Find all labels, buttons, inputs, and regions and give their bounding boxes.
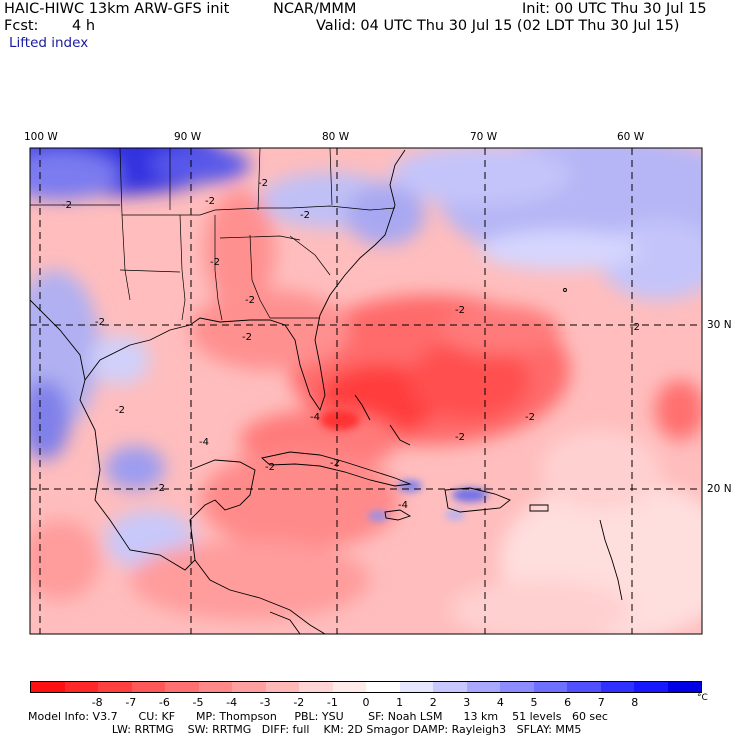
contour-label: -2: [242, 332, 252, 343]
contour-label: -2: [245, 295, 255, 306]
contour-label: -2: [330, 458, 340, 469]
colorbar-swatch: [399, 682, 433, 692]
colorbar-swatch: [567, 682, 601, 692]
colorbar-swatch: [466, 682, 500, 692]
colorbar-swatch: [64, 682, 98, 692]
colorbar-swatch: [533, 682, 567, 692]
colorbar-tick-label: 1: [396, 696, 404, 709]
colorbar-swatch: [232, 682, 266, 692]
contour-label: -2: [300, 210, 310, 221]
org-label: NCAR/MMM: [273, 1, 357, 17]
forecast-hour: 4 h: [72, 18, 96, 34]
colorbar-swatch: [332, 682, 366, 692]
contour-label: -2: [62, 200, 72, 211]
colorbar-swatch: [500, 682, 534, 692]
colorbar-tick-label: -7: [125, 696, 137, 709]
contour-label: -2: [525, 412, 535, 423]
colorbar-swatch: [600, 682, 634, 692]
colorbar-swatch: [265, 682, 299, 692]
colorbar-tick-label: 6: [564, 696, 572, 709]
colorbar-tick-label: 3: [463, 696, 471, 709]
model-info-line-1: Model Info: V3.7 CU: KF MP: Thompson PBL…: [28, 710, 608, 723]
colorbar-tick-label: 8: [631, 696, 639, 709]
colorbar-tick-label: 2: [429, 696, 437, 709]
contour-label: -2: [115, 405, 125, 416]
colorbar-tick-label: -2: [293, 696, 305, 709]
colorbar-tick-label: 4: [496, 696, 504, 709]
shaded-field: [30, 148, 702, 634]
contour-label: -2: [630, 322, 640, 333]
colorbar-tick-label: -6: [158, 696, 170, 709]
colorbar-tick-label: -4: [226, 696, 238, 709]
contour-label: -2: [210, 257, 220, 268]
init-time: Init: 00 UTC Thu 30 Jul 15: [522, 1, 707, 17]
colorbar-swatch: [634, 682, 668, 692]
colorbar-swatch: [366, 682, 400, 692]
colorbar-swatch: [31, 682, 65, 692]
contour-label: -4: [310, 412, 320, 423]
colorbar-tick-label: -5: [192, 696, 204, 709]
colorbar-tick-label: 7: [597, 696, 605, 709]
colorbar-swatch: [165, 682, 199, 692]
contour-label: -2: [205, 196, 215, 207]
lon-label-60w: 60 W: [617, 131, 645, 143]
contour-label: -2: [455, 432, 465, 443]
lon-label-80w: 80 W: [322, 131, 350, 143]
lat-label-30n: 30 N: [707, 319, 732, 331]
forecast-label: Fcst:: [4, 18, 39, 34]
colorbar-swatch: [299, 682, 333, 692]
colorbar-swatch: [98, 682, 132, 692]
coastlines: [30, 149, 623, 634]
state-borders: [30, 148, 396, 321]
colorbar-tick-label: 0: [362, 696, 370, 709]
colorbar-unit: °C: [697, 693, 708, 703]
colorbar-tick-label: 5: [530, 696, 538, 709]
contour-label: -2: [258, 178, 268, 189]
map-frame: [29, 147, 703, 635]
colorbar-tick-label: -8: [91, 696, 103, 709]
colorbar: [30, 681, 702, 693]
contour-labels: -2 -2 -2 -2 -2 -2 -2 -2 -2 -2 -2 -2 -4 -4 -4 -2 -2 -2 -2: [62, 178, 640, 511]
model-info-line-2: LW: RRTMG SW: RRTMG DIFF: full KM: 2D Sm…: [28, 723, 582, 736]
lon-label-100w: 100 W: [24, 131, 58, 143]
colorbar-swatch: [433, 682, 467, 692]
graticule: [30, 148, 702, 634]
lat-label-20n: 20 N: [707, 483, 732, 495]
colorbar-swatch: [131, 682, 165, 692]
contour-label: -4: [199, 437, 209, 448]
model-title: HAIC-HIWC 13km ARW-GFS init: [4, 1, 230, 17]
colorbar-swatch: [667, 682, 701, 692]
contour-label: -2: [455, 305, 465, 316]
colorbar-tick-label: -1: [326, 696, 338, 709]
contour-label: -2: [95, 317, 105, 328]
lon-label-70w: 70 W: [470, 131, 498, 143]
contour-label: -2: [155, 483, 165, 494]
field-name: Lifted index: [9, 35, 89, 51]
valid-time: Valid: 04 UTC Thu 30 Jul 15 (02 LDT Thu …: [316, 18, 680, 34]
contour-label: -4: [398, 500, 408, 511]
contour-label: -2: [265, 462, 275, 473]
lon-label-90w: 90 W: [174, 131, 202, 143]
colorbar-tick-label: -3: [259, 696, 271, 709]
colorbar-swatch: [198, 682, 232, 692]
